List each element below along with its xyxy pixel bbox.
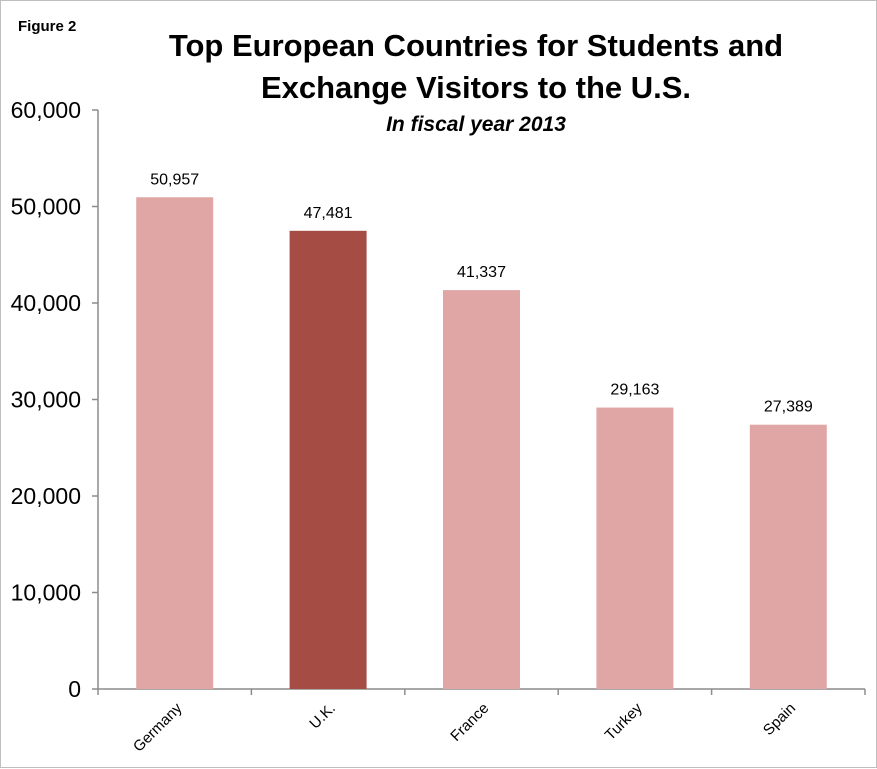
y-tick-label: 60,000	[11, 97, 81, 123]
y-tick-label: 30,000	[11, 387, 81, 413]
bar-turkey	[596, 407, 674, 689]
y-tick-label: 0	[68, 676, 81, 702]
data-label: 47,481	[304, 205, 353, 222]
data-label: 27,389	[764, 399, 813, 416]
bar-u-k	[289, 230, 367, 689]
chart-title: Top European Countries for Students and …	[168, 28, 784, 105]
data-label: 29,163	[610, 382, 659, 399]
bar-france	[443, 290, 520, 689]
x-category-label: Turkey	[602, 699, 646, 743]
x-category-label: U.K.	[306, 700, 339, 733]
y-tick-label: 10,000	[11, 580, 81, 606]
y-tick-label: 50,000	[11, 194, 81, 220]
chart-subtitle: In fiscal year 2013	[386, 113, 566, 136]
bar-germany	[136, 197, 214, 689]
x-category-label: Spain	[760, 700, 799, 739]
bar-spain	[749, 424, 827, 689]
x-category-label: Germany	[130, 699, 186, 755]
data-label: 50,957	[150, 171, 199, 188]
y-tick-label: 20,000	[11, 483, 81, 509]
figure-label: Figure 2	[18, 18, 77, 35]
y-tick-label: 40,000	[11, 290, 81, 316]
x-category-label: France	[447, 700, 492, 745]
data-label: 41,337	[457, 264, 506, 281]
